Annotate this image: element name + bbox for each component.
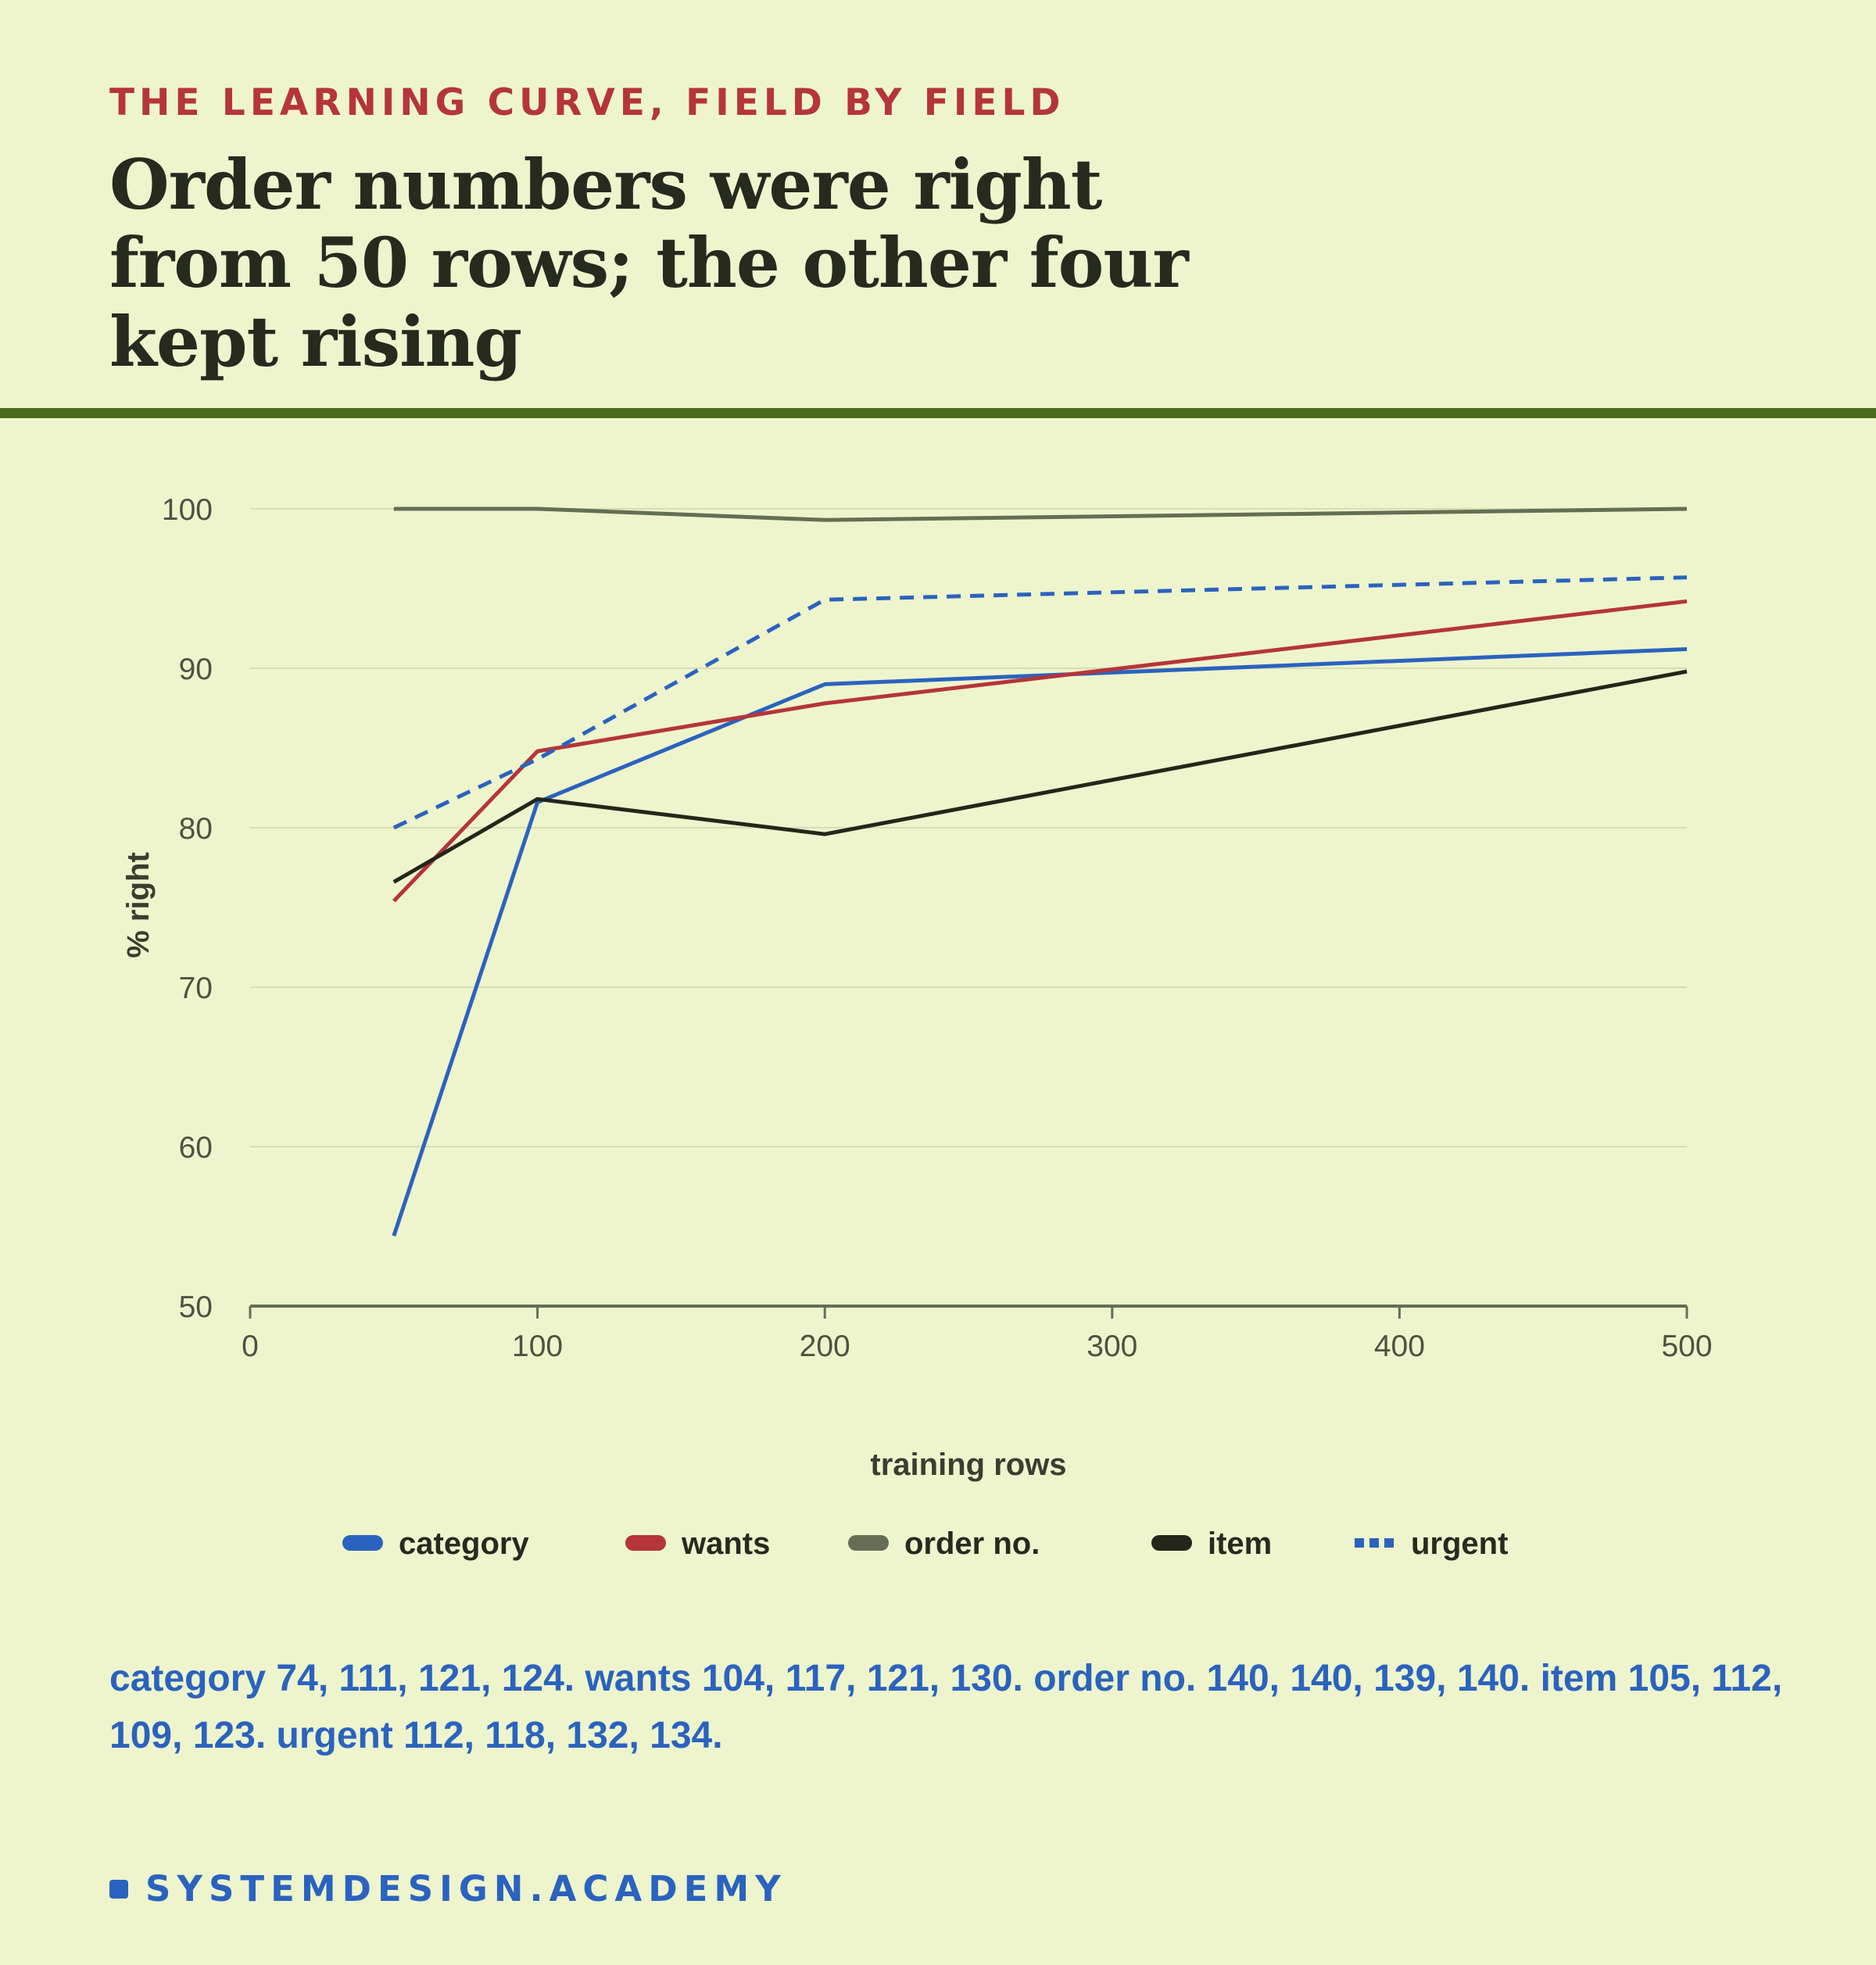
legend-swatch: [1355, 1538, 1364, 1548]
footnote-values: category 74, 111, 121, 124. wants 104, 1…: [109, 1658, 1783, 1756]
legend-swatch: [1369, 1538, 1379, 1548]
series-line-wants: [392, 599, 1688, 903]
legend-label: item: [1208, 1527, 1272, 1561]
legend-swatch: [342, 1535, 383, 1551]
x-tick-label: 100: [512, 1330, 563, 1363]
brand-name: SYSTEMDESIGN.ACADEMY: [145, 1868, 787, 1910]
learning-curve-chart: 50 60 70 80 90 100 0 100 200 300 400 500 training ro…: [121, 493, 1713, 1561]
series-line-category: [392, 647, 1688, 1237]
x-tick-label: 200: [800, 1330, 850, 1363]
series-line-urgent: [392, 575, 1688, 830]
legend-label: category: [399, 1527, 529, 1561]
legend-label: wants: [681, 1527, 770, 1561]
y-tick-label: 100: [162, 493, 213, 527]
legend-swatch: [1151, 1535, 1192, 1551]
legend: category wants order no. item urgent: [342, 1527, 1508, 1561]
axes: 50 60 70 80 90 100 0 100 200 300 400 500 training ro…: [121, 493, 1713, 1482]
header-divider: [0, 408, 1876, 418]
legend-swatch: [848, 1535, 889, 1551]
y-tick-label: 80: [179, 812, 213, 846]
legend-label: urgent: [1411, 1527, 1508, 1561]
y-axis-title: % right: [121, 852, 156, 958]
series-lines: [392, 506, 1688, 1237]
legend-swatch: [625, 1535, 666, 1551]
brand-footer: SYSTEMDESIGN.ACADEMY: [109, 1868, 787, 1910]
y-tick-label: 50: [179, 1290, 213, 1324]
legend-label: order no.: [904, 1527, 1040, 1561]
x-tick-label: 300: [1087, 1330, 1137, 1363]
x-tick-label: 500: [1661, 1330, 1712, 1363]
x-axis-title: training rows: [870, 1448, 1066, 1482]
chart-kicker: THE LEARNING CURVE, FIELD BY FIELD: [109, 81, 1065, 124]
chart-headline: Order numbers were right from 50 rows; t…: [109, 144, 1189, 382]
brand-square-icon: [109, 1879, 128, 1899]
x-tick-label: 0: [242, 1330, 259, 1363]
y-tick-label: 60: [179, 1131, 213, 1165]
series-line-item: [392, 669, 1688, 884]
y-tick-label: 90: [179, 653, 213, 686]
x-tick-label: 400: [1374, 1330, 1425, 1363]
legend-swatch: [1384, 1538, 1394, 1548]
y-tick-label: 70: [179, 972, 213, 1005]
series-line-order-no: [393, 506, 1688, 522]
